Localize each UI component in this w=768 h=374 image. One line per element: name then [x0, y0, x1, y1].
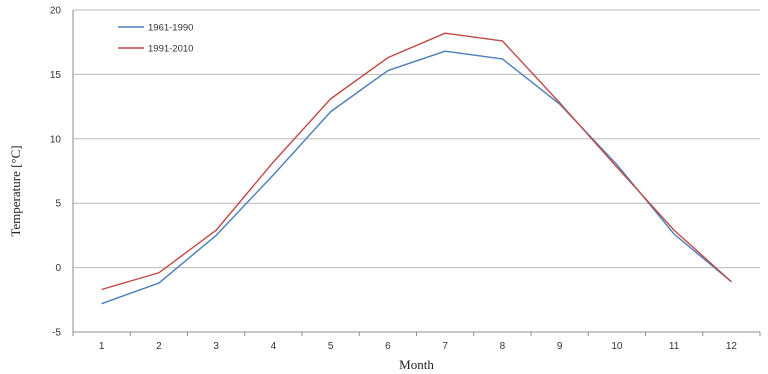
grid-layer [73, 9, 760, 333]
x-tick-label: 6 [385, 341, 391, 352]
y-tick-label: 5 [55, 199, 61, 210]
y-tick-label: 0 [55, 263, 61, 274]
x-tick-label: 1 [99, 341, 105, 352]
legend: 1961-1990 1991-2010 [118, 23, 193, 55]
series-line-1991-2010 [101, 32, 732, 291]
x-tick-label: 2 [156, 341, 162, 352]
legend-label-1961-1990: 1961-1990 [148, 23, 193, 34]
series-layer [101, 32, 732, 305]
y-tick-label: 20 [50, 6, 62, 17]
x-tick-label: 10 [611, 341, 623, 352]
y-axis-title: Temperature [°C] [8, 145, 23, 236]
x-axis-title: Month [399, 357, 434, 372]
x-tick-label: 4 [271, 341, 277, 352]
x-tick-label: 5 [328, 341, 334, 352]
series-line-1961-1990 [101, 50, 732, 305]
x-tick-label: 9 [557, 341, 563, 352]
x-tick-label: 7 [442, 341, 448, 352]
x-tick-label: 11 [669, 341, 680, 352]
x-tick-label: 8 [500, 341, 506, 352]
legend-label-1991-2010: 1991-2010 [148, 44, 193, 55]
y-tick-label: -5 [52, 328, 61, 339]
x-tick-label: 12 [726, 341, 738, 352]
y-tick-label: 10 [50, 134, 62, 145]
y-tick-label: 15 [50, 70, 62, 81]
x-tick-label: 3 [213, 341, 219, 352]
